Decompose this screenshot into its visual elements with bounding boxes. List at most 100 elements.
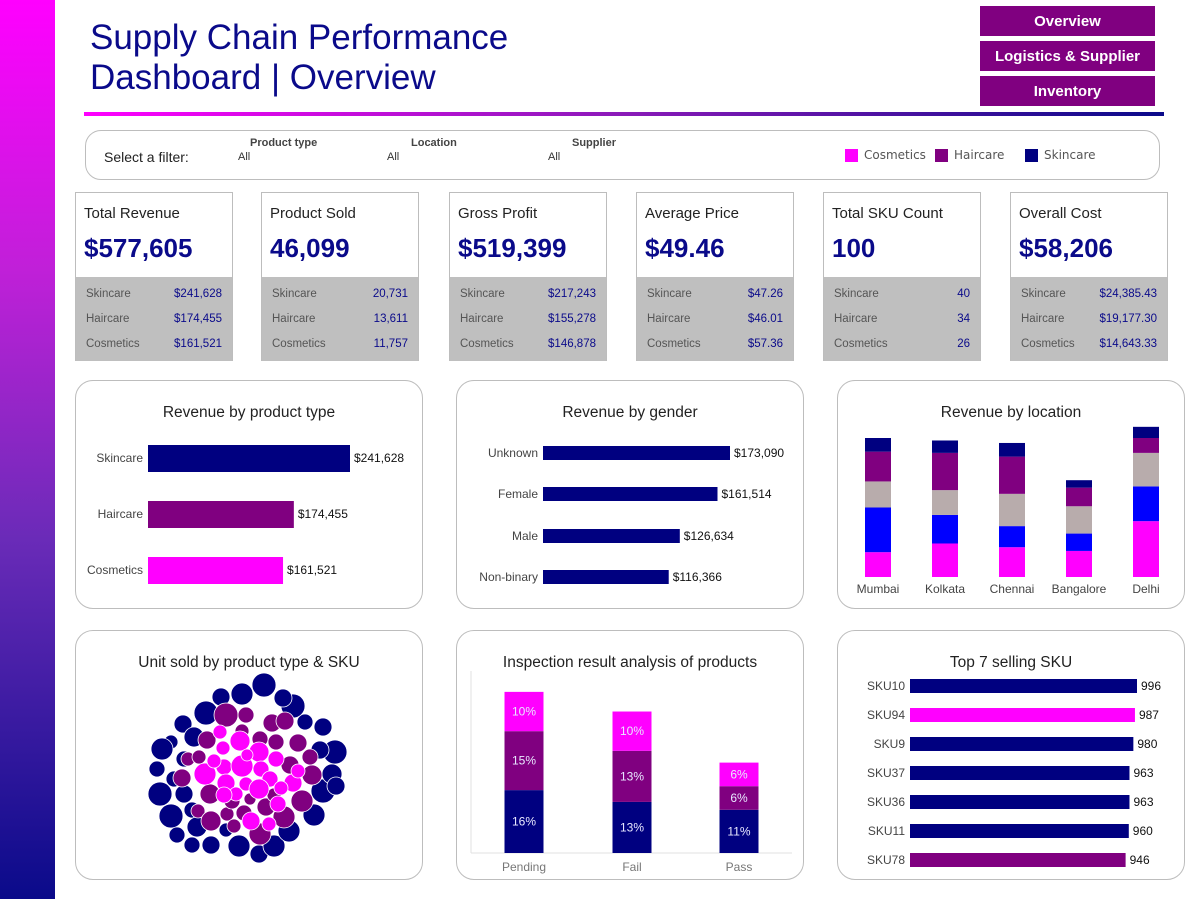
bubble[interactable]	[248, 778, 270, 800]
bubble[interactable]	[229, 730, 251, 752]
bar-segment[interactable]	[865, 481, 891, 508]
bubble[interactable]	[296, 713, 314, 731]
bar[interactable]	[148, 501, 294, 528]
bar-segment[interactable]	[999, 526, 1025, 548]
bar-segment[interactable]	[865, 451, 891, 482]
bar[interactable]	[543, 529, 680, 543]
bar-segment[interactable]	[1133, 426, 1159, 438]
bar[interactable]	[910, 679, 1137, 693]
bar-segment[interactable]	[932, 440, 958, 453]
bar-segment[interactable]	[612, 711, 652, 751]
bubble[interactable]	[251, 672, 277, 698]
bar-segment[interactable]	[999, 456, 1025, 494]
bar-segment[interactable]	[865, 438, 891, 452]
bar-segment[interactable]	[865, 552, 891, 577]
filter-location-value[interactable]: All	[387, 151, 400, 163]
bubble[interactable]	[273, 688, 293, 708]
bubble[interactable]	[226, 818, 242, 834]
bar[interactable]	[910, 824, 1129, 838]
bubble[interactable]	[183, 836, 201, 854]
filter-supplier-value[interactable]: All	[548, 151, 561, 163]
filter-product-type-value[interactable]: All	[238, 151, 251, 163]
kpi-row: Skincare $24,385.43	[1021, 288, 1157, 300]
bubble[interactable]	[269, 795, 287, 813]
bubble[interactable]	[200, 810, 222, 832]
bar-segment[interactable]	[932, 452, 958, 491]
bar-segment[interactable]	[612, 750, 652, 802]
bar[interactable]	[910, 853, 1126, 867]
bubble[interactable]	[267, 733, 285, 751]
bubble[interactable]	[191, 749, 207, 765]
bubble[interactable]	[213, 702, 239, 728]
bar-segment[interactable]	[612, 801, 652, 853]
bubble[interactable]	[212, 724, 228, 740]
bar-segment[interactable]	[1066, 550, 1092, 577]
bubble[interactable]	[313, 717, 333, 737]
bubble[interactable]	[301, 748, 319, 766]
bubble[interactable]	[241, 811, 261, 831]
bar-segment[interactable]	[999, 547, 1025, 577]
bubble[interactable]	[201, 835, 221, 855]
bubble[interactable]	[174, 784, 194, 804]
bar[interactable]	[910, 708, 1135, 722]
bar-segment[interactable]	[1066, 487, 1092, 507]
bar[interactable]	[543, 446, 730, 460]
bar-segment[interactable]	[504, 691, 544, 732]
bar[interactable]	[543, 487, 718, 501]
bar[interactable]	[148, 445, 350, 472]
bubble[interactable]	[290, 789, 314, 813]
bar-segment[interactable]	[1133, 486, 1159, 522]
bar-segment[interactable]	[719, 762, 759, 787]
bubble[interactable]	[172, 768, 192, 788]
bar-segment[interactable]	[1133, 452, 1159, 487]
bar-segment[interactable]	[719, 809, 759, 853]
bar-segment[interactable]	[865, 507, 891, 553]
bar-segment[interactable]	[1133, 521, 1159, 577]
bar-segment[interactable]	[932, 543, 958, 577]
bubble[interactable]	[230, 682, 254, 706]
nav-logistics-button[interactable]: Logistics & Supplier	[980, 41, 1155, 71]
bubble[interactable]	[227, 834, 251, 858]
bubble[interactable]	[288, 733, 308, 753]
bar-segment[interactable]	[999, 493, 1025, 527]
bubble[interactable]	[148, 760, 166, 778]
bubble[interactable]	[215, 786, 233, 804]
bubble[interactable]	[273, 780, 289, 796]
bar-segment[interactable]	[1133, 438, 1159, 453]
bubble[interactable]	[197, 730, 217, 750]
bubble[interactable]	[267, 750, 285, 768]
bar-segment[interactable]	[504, 731, 544, 791]
bubble[interactable]	[193, 762, 217, 786]
bar[interactable]	[543, 570, 669, 584]
bar-segment[interactable]	[504, 790, 544, 853]
bar[interactable]	[910, 737, 1134, 751]
kpi-row-value: $14,643.33	[1099, 338, 1157, 350]
bubble[interactable]	[173, 714, 193, 734]
bar[interactable]	[910, 795, 1130, 809]
bubble[interactable]	[190, 803, 206, 819]
bubble[interactable]	[150, 737, 174, 761]
bubble[interactable]	[215, 740, 231, 756]
bar-segment[interactable]	[1066, 533, 1092, 551]
bar[interactable]	[148, 557, 284, 584]
bubble[interactable]	[275, 711, 295, 731]
bar-segment[interactable]	[1066, 506, 1092, 534]
bubble[interactable]	[147, 781, 173, 807]
bar-segment[interactable]	[932, 514, 958, 544]
bar-segment[interactable]	[719, 786, 759, 810]
nav-overview-button[interactable]: Overview	[980, 6, 1155, 36]
bar-segment[interactable]	[1066, 480, 1092, 488]
bar-segment[interactable]	[999, 442, 1025, 457]
nav-inventory-button[interactable]: Inventory	[980, 76, 1155, 106]
bubble[interactable]	[290, 763, 306, 779]
bubble[interactable]	[301, 764, 323, 786]
bubble[interactable]	[261, 816, 277, 832]
bubble[interactable]	[326, 776, 346, 796]
bubble[interactable]	[168, 826, 186, 844]
bubble[interactable]	[158, 803, 184, 829]
bar[interactable]	[910, 766, 1130, 780]
bubble[interactable]	[240, 748, 254, 762]
bubble[interactable]	[206, 753, 222, 769]
bar-segment[interactable]	[932, 490, 958, 515]
bubble[interactable]	[237, 706, 255, 724]
